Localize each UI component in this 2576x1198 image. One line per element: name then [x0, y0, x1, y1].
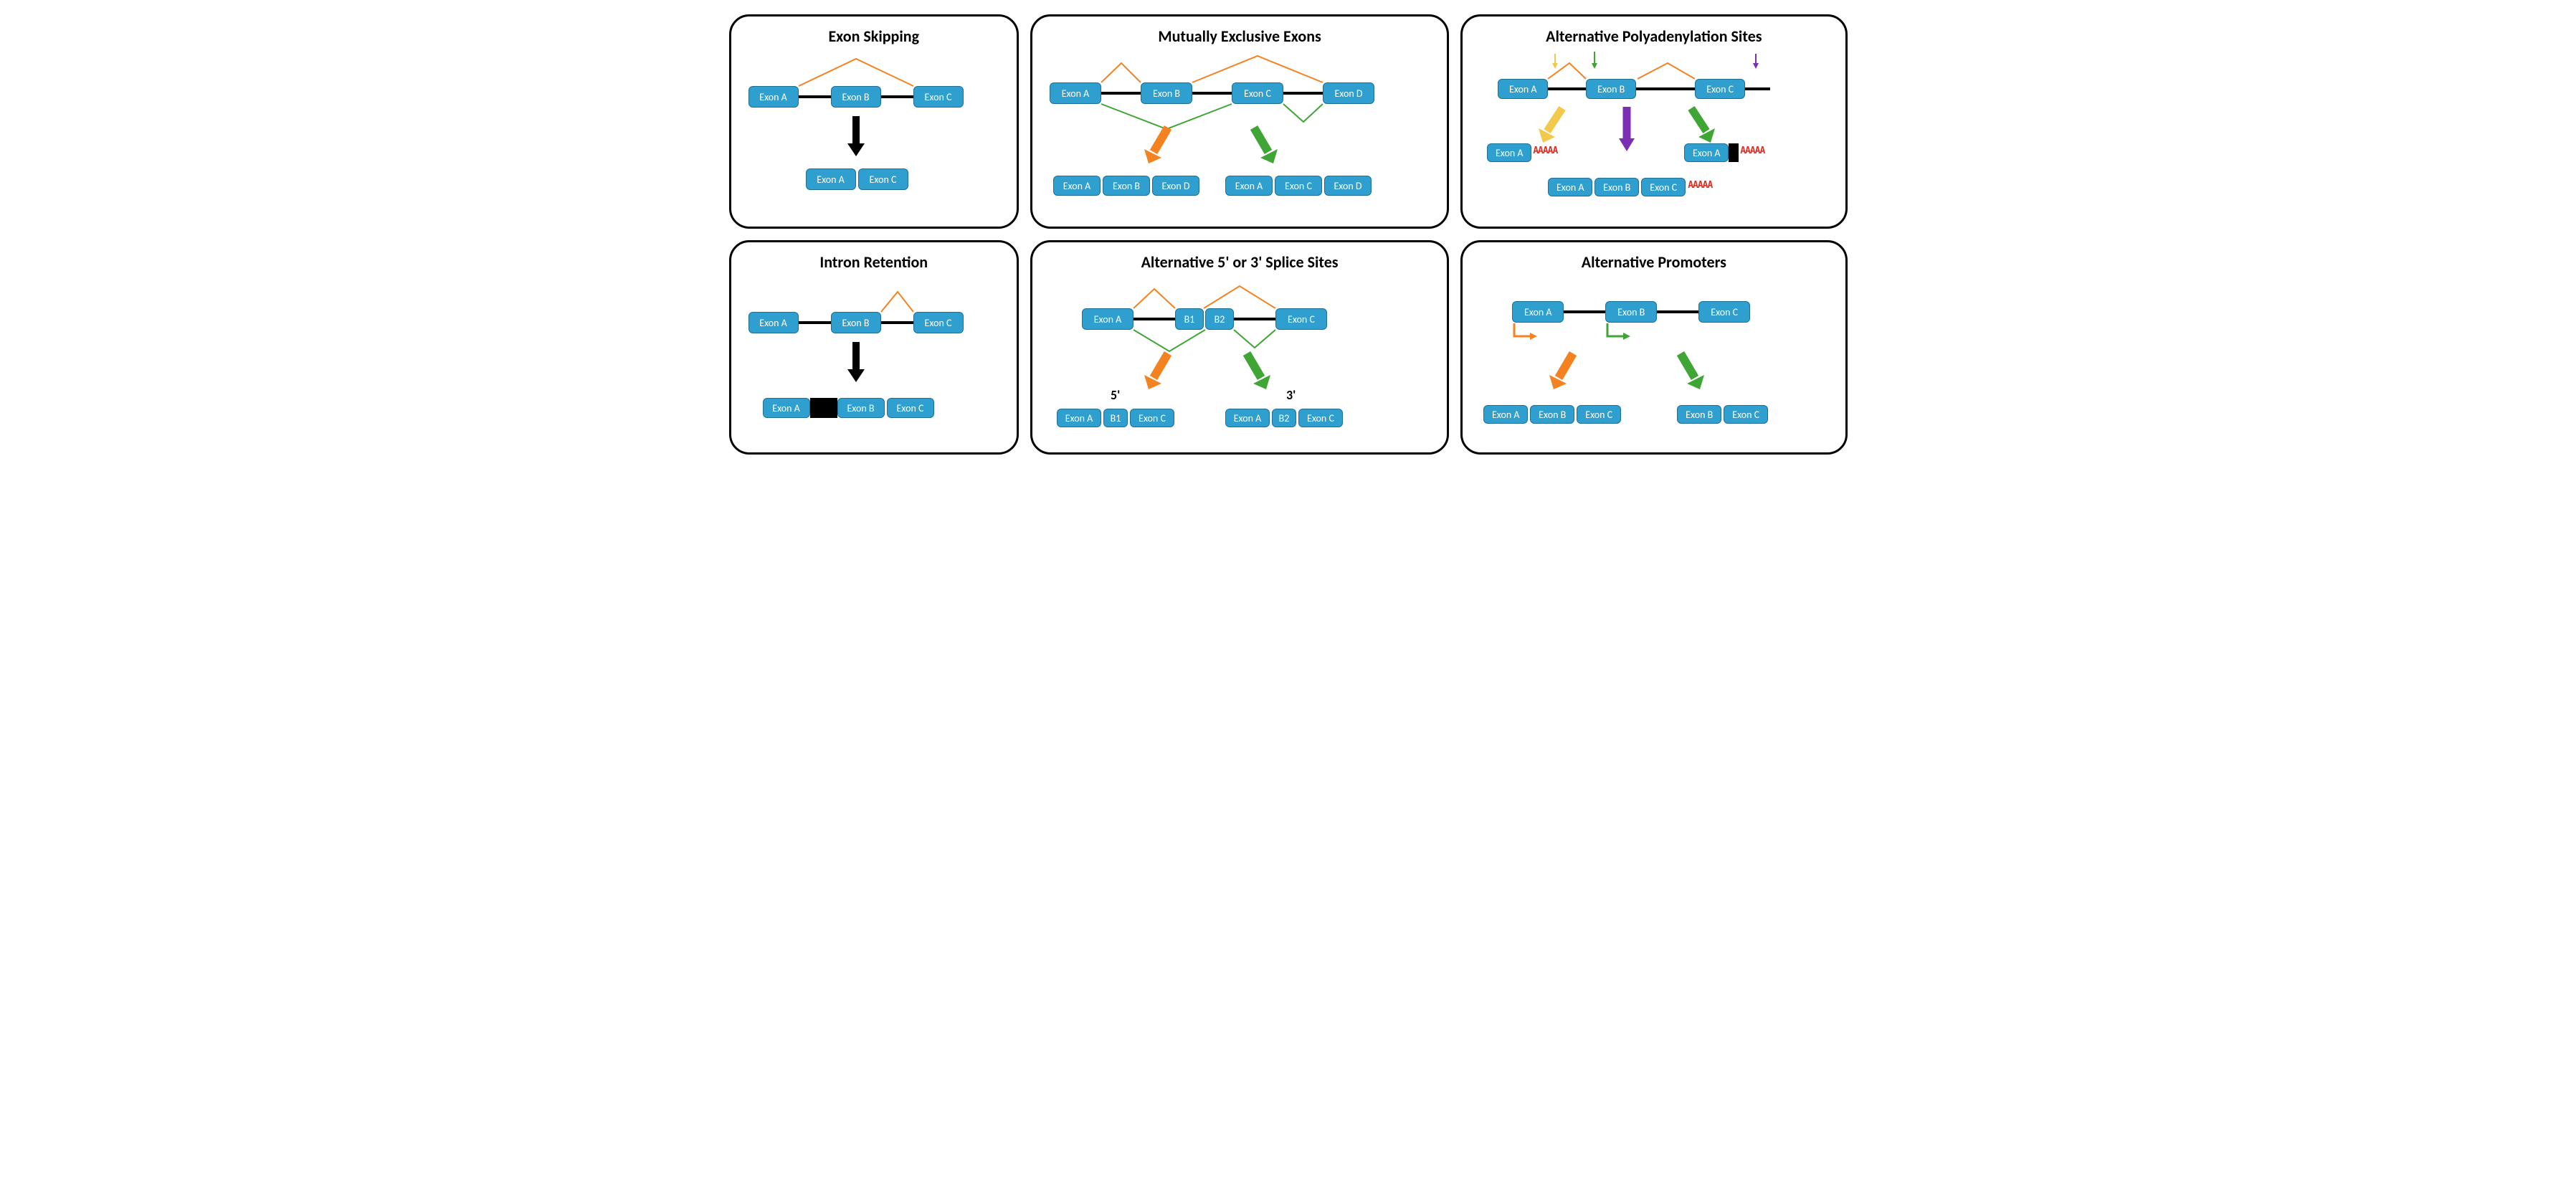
- panel-alt-promoters: Alternative Promoters Exon A Exon B Exon…: [1460, 240, 1847, 455]
- exon-a-r1: Exon A: [1053, 176, 1101, 196]
- arrow-green-icon: [1670, 348, 1706, 391]
- panel-alt-splice: Alternative 5' or 3' Splice Sites Exon A…: [1030, 240, 1449, 455]
- exon-a: Exon A: [1498, 79, 1548, 99]
- diagram-canvas: Exon A Exon B Exon C Exon A AAAAA: [1473, 50, 1835, 215]
- exon-a-r3: Exon A: [1548, 178, 1592, 196]
- panel-mutually-exclusive: Mutually Exclusive Exons Exon A Exon B E…: [1030, 14, 1449, 229]
- polyA-tail: AAAAA: [1688, 180, 1712, 191]
- exon-a-r1: Exon A: [1057, 409, 1101, 427]
- polyA-tail: AAAAA: [1740, 146, 1764, 156]
- panel-title: Exon Skipping: [741, 27, 1007, 46]
- panel-title: Mutually Exclusive Exons: [1042, 27, 1437, 46]
- exon-a-result: Exon A: [763, 398, 810, 418]
- arrow-green-icon: [1236, 348, 1272, 391]
- arrow-down-icon: [845, 341, 867, 384]
- intron-line: [1745, 87, 1770, 90]
- intron-line: [1636, 87, 1695, 90]
- arrow-green-icon: [1243, 122, 1279, 165]
- panel-title: Intron Retention: [741, 252, 1007, 272]
- exon-a-r1: Exon A: [1483, 405, 1528, 424]
- exon-a-r2: Exon A: [1225, 176, 1273, 196]
- arrow-green-icon: [1681, 104, 1716, 143]
- panel-title: Alternative Polyadenylation Sites: [1473, 27, 1835, 46]
- exon-a-result: Exon A: [806, 168, 856, 190]
- diagram-canvas: Exon A Exon B Exon C Exon A Exon C: [741, 50, 1007, 215]
- exon-c-result: Exon C: [887, 398, 934, 418]
- diagram-canvas: Exon A B1 B2 Exon C 5': [1042, 276, 1437, 441]
- five-prime-label: 5': [1111, 387, 1120, 403]
- arrow-orange-icon: [1143, 348, 1179, 391]
- exon-b-r2: Exon B: [1677, 405, 1721, 424]
- panel-title: Alternative Promoters: [1473, 252, 1835, 272]
- exon-c-r2: Exon C: [1724, 405, 1768, 424]
- exon-b2-r2: B2: [1272, 409, 1296, 427]
- diagram-canvas: Exon A Exon B Exon C Exon A Exon B Exon …: [741, 276, 1007, 441]
- arrow-down-icon: [845, 115, 867, 158]
- splice-arc-skip: [741, 50, 1007, 215]
- exon-c-r2: Exon C: [1298, 409, 1343, 427]
- diagram-canvas: Exon A Exon B Exon C: [1473, 276, 1835, 441]
- exon-c: Exon C: [1695, 79, 1745, 99]
- arrow-orange-icon: [1548, 348, 1584, 391]
- three-prime-label: 3': [1286, 387, 1296, 403]
- exon-b-r3: Exon B: [1594, 178, 1639, 196]
- exon-d-r2: Exon D: [1324, 176, 1372, 196]
- exon-a-r2: Exon A: [1684, 143, 1729, 162]
- arrow-purple-icon: [1616, 104, 1638, 154]
- diagram-canvas: Exon A Exon B Exon C Exon D: [1042, 50, 1437, 215]
- exon-c-result: Exon C: [858, 168, 908, 190]
- panel-exon-skipping: Exon Skipping Exon A Exon B Exon C Exon …: [729, 14, 1019, 229]
- panel-title: Alternative 5' or 3' Splice Sites: [1042, 252, 1437, 272]
- retained-intron: [810, 398, 837, 418]
- panel-intron-retention: Intron Retention Exon A Exon B Exon C Ex…: [729, 240, 1019, 455]
- exon-b1-r1: B1: [1103, 409, 1128, 427]
- exon-c-r3: Exon C: [1641, 178, 1686, 196]
- exon-a-r2: Exon A: [1225, 409, 1270, 427]
- panel-alt-polyA: Alternative Polyadenylation Sites Exon A…: [1460, 14, 1847, 229]
- arrow-yellow-icon: [1537, 104, 1573, 143]
- exon-c-r1: Exon C: [1577, 405, 1621, 424]
- exon-b-r1: Exon B: [1103, 176, 1150, 196]
- exon-c-r1: Exon C: [1130, 409, 1174, 427]
- exon-a-r1: Exon A: [1487, 143, 1531, 162]
- polyA-tail: AAAAA: [1533, 146, 1557, 156]
- exon-c-r2: Exon C: [1275, 176, 1322, 196]
- exon-d-r1: Exon D: [1152, 176, 1199, 196]
- exon-b: Exon B: [1586, 79, 1636, 99]
- retained-segment: [1729, 143, 1739, 162]
- exon-b-result: Exon B: [837, 398, 885, 418]
- exon-b-r1: Exon B: [1530, 405, 1574, 424]
- intron-line: [1548, 87, 1586, 90]
- arrow-orange-icon: [1143, 122, 1179, 165]
